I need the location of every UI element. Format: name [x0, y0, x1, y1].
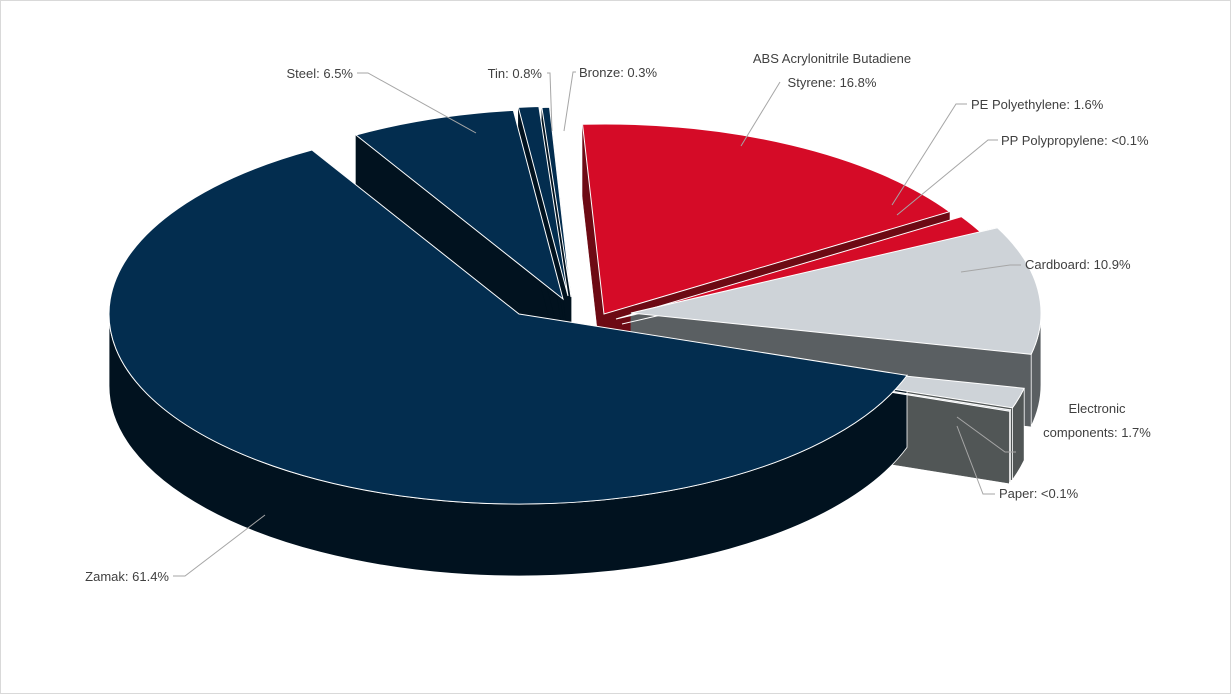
data-label-cardboard: Cardboard: 10.9% — [1025, 257, 1131, 272]
pie-slice-zamak — [108, 149, 908, 505]
data-label-abs-line2: Styrene: 16.8% — [788, 75, 877, 90]
leader-line-steel — [357, 72, 477, 134]
leader-line-cardboard — [960, 264, 1021, 273]
data-label-electronic-line1: Electronic — [1068, 401, 1126, 416]
pie-slice-cardboard — [630, 227, 1042, 355]
pie-slice-tin — [517, 105, 569, 297]
data-label-electronic-line2: components: 1.7% — [1043, 425, 1151, 440]
data-label-bronze: Bronze: 0.3% — [579, 65, 657, 80]
pie-slice-abs-acrylonitrile-butadiene-styrene — [581, 123, 951, 315]
leader-line-pe — [891, 103, 967, 206]
data-labels: ABS Acrylonitrile Butadiene Styrene: 16.… — [85, 51, 1151, 584]
leader-line-bronze — [563, 71, 576, 132]
pie-slice-bronze — [541, 106, 572, 298]
leader-line-zamak — [173, 514, 266, 577]
data-label-abs-line1: ABS Acrylonitrile Butadiene — [753, 51, 911, 66]
data-label-tin: Tin: 0.8% — [488, 66, 543, 81]
data-label-pp: PP Polypropylene: <0.1% — [1001, 133, 1149, 148]
leader-line-tin — [547, 72, 553, 132]
leader-line-pp — [896, 139, 998, 216]
data-label-pe: PE Polyethylene: 1.6% — [971, 97, 1104, 112]
leader-line-electronic — [956, 416, 1016, 453]
data-label-steel: Steel: 6.5% — [287, 66, 354, 81]
leader-line-abs — [740, 81, 781, 147]
slice-side-paper — [1008, 408, 1011, 485]
pie-slice-steel — [354, 109, 564, 301]
leader-line-paper — [956, 425, 995, 495]
data-label-paper: Paper: <0.1% — [999, 486, 1079, 501]
leader-lines — [173, 71, 1021, 577]
pie-slices — [108, 105, 1042, 577]
data-label-zamak: Zamak: 61.4% — [85, 569, 169, 584]
